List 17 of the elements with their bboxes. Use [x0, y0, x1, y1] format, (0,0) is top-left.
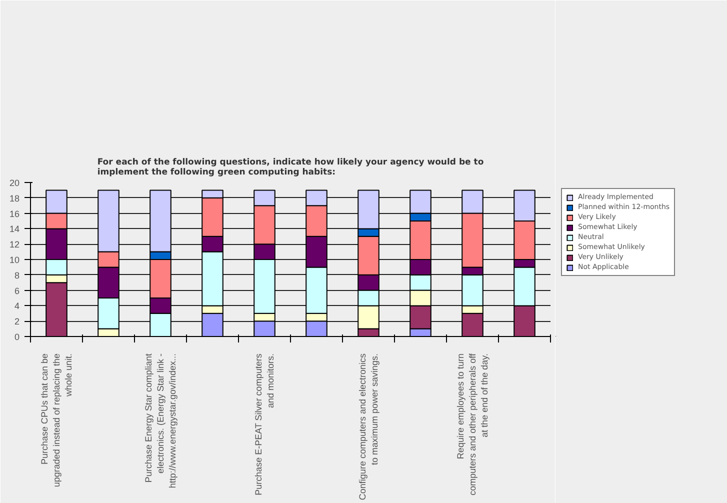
x-tick-label: Purchase Energy Star compliant electronics. (Energy Star link - http://www.energystar.gov/index... — [144, 353, 178, 488]
y-tick-label: 2 — [14, 316, 20, 327]
y-tick-label: 0 — [14, 332, 20, 342]
y-tick-label: 4 — [14, 301, 20, 312]
y-tick-label: 8 — [14, 270, 20, 280]
y-tick-label: 14 — [9, 224, 20, 234]
y-tick-label: 6 — [14, 286, 20, 296]
x-tick-label: Require employees to turn computers and other peripherals off at the end of the day. — [456, 353, 490, 496]
y-tick-label: 20 — [9, 178, 20, 188]
chart-title: For each of the following questions, indicate how likely your agency would be to implement the following green computing habits: — [97, 158, 484, 178]
y-tick-label: 18 — [9, 193, 20, 204]
x-tick-label: Configure computers and electronics to maximum power savings. — [358, 353, 380, 500]
y-tick-label: 12 — [9, 240, 20, 250]
x-tick-label: Purchase CPUs that can be upgraded instead of replacing the whole unit. — [40, 353, 74, 488]
y-tick-label: 16 — [9, 208, 20, 219]
x-tick-label: Purchase E-PEAT Silver computers and monitors. — [254, 353, 276, 496]
y-tick-label: 10 — [9, 255, 20, 265]
